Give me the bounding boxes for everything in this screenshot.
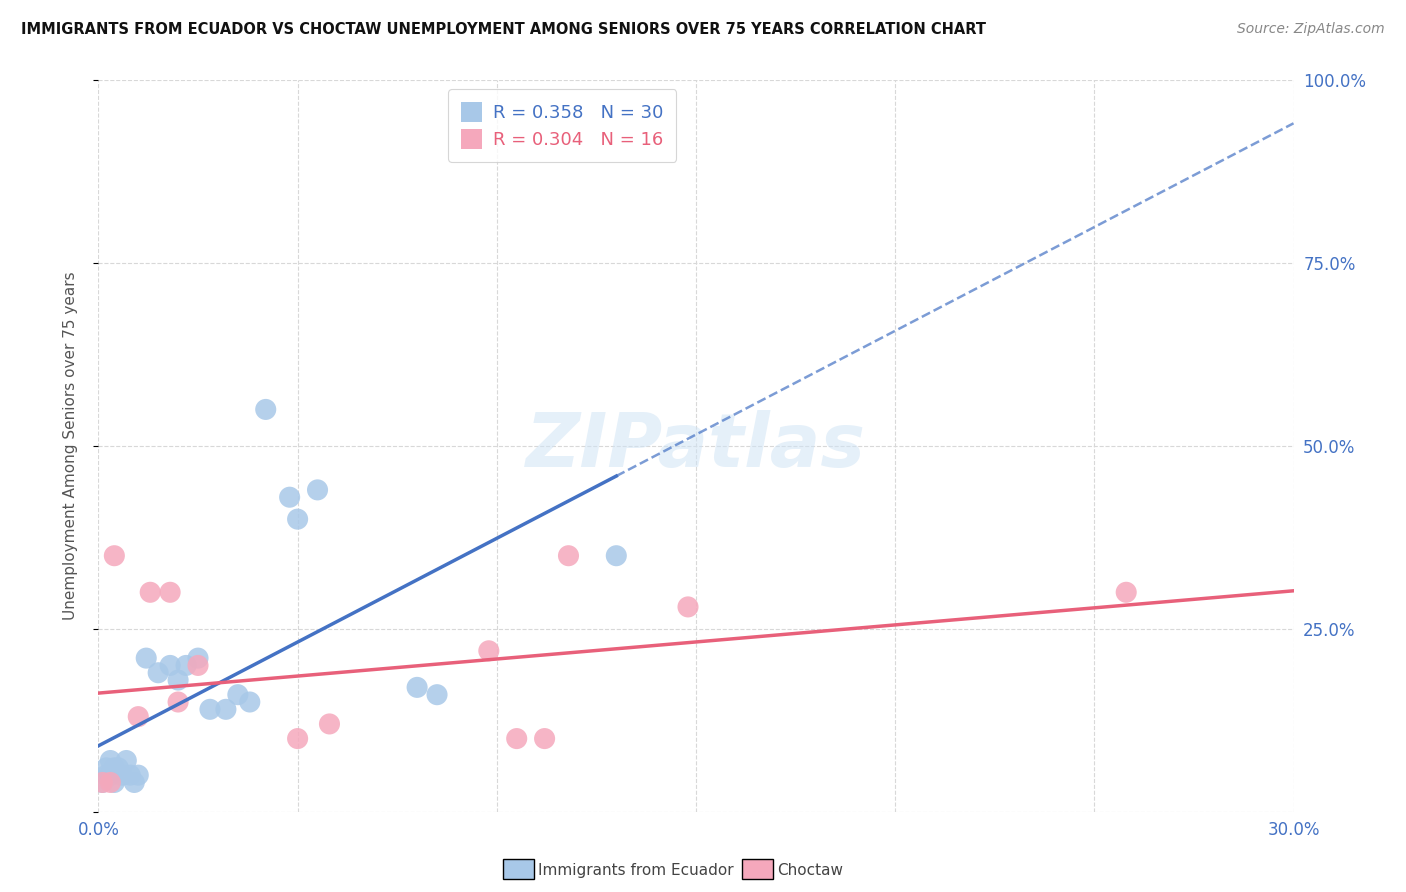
Point (426, 688, 449, 702)
Point (307, 483, 329, 497)
Point (139, 585, 162, 599)
Point (115, 754, 138, 768)
Y-axis label: Unemployment Among Seniors over 75 years: Unemployment Among Seniors over 75 years (63, 272, 77, 620)
Point (135, 651, 157, 665)
Point (226, 688, 249, 702)
Point (239, 695, 262, 709)
Point (127, 709, 149, 723)
Point (127, 768, 149, 782)
Text: Choctaw: Choctaw (778, 863, 844, 878)
Legend: R = 0.358   N = 30, R = 0.304   N = 16: R = 0.358 N = 30, R = 0.304 N = 16 (449, 89, 676, 161)
Point (198, 702, 221, 716)
Point (159, 585, 181, 599)
Point (120, 768, 142, 782)
Point (103, 549, 125, 563)
Point (124, 775, 146, 789)
Point (278, 490, 301, 504)
Point (167, 673, 190, 687)
Point (103, 761, 125, 775)
Point (187, 651, 209, 665)
Point (159, 658, 181, 673)
Point (287, 731, 309, 746)
Point (557, 549, 579, 563)
Point (605, 549, 627, 563)
Point (91, 775, 114, 789)
Point (676, 599, 699, 614)
Point (478, 644, 501, 658)
Point (148, 665, 170, 680)
Text: Source: ZipAtlas.com: Source: ZipAtlas.com (1237, 22, 1385, 37)
Point (91, 775, 114, 789)
Point (167, 695, 190, 709)
Point (406, 681, 429, 695)
Point (98, 775, 122, 789)
Point (111, 768, 134, 782)
Point (103, 775, 125, 789)
Text: IMMIGRANTS FROM ECUADOR VS CHOCTAW UNEMPLOYMENT AMONG SENIORS OVER 75 YEARS CORR: IMMIGRANTS FROM ECUADOR VS CHOCTAW UNEMP… (21, 22, 986, 37)
Point (187, 658, 209, 673)
Point (506, 731, 529, 746)
Point (96, 768, 118, 782)
Point (98, 754, 122, 768)
Point (318, 717, 340, 731)
Point (287, 512, 309, 526)
Point (107, 761, 129, 775)
Point (215, 702, 238, 716)
Point (254, 402, 277, 417)
Text: Immigrants from Ecuador: Immigrants from Ecuador (538, 863, 734, 878)
Point (533, 731, 555, 746)
Point (96, 761, 118, 775)
Point (98, 768, 122, 782)
Point (174, 658, 197, 673)
Text: ZIPatlas: ZIPatlas (526, 409, 866, 483)
Point (1115, 585, 1137, 599)
